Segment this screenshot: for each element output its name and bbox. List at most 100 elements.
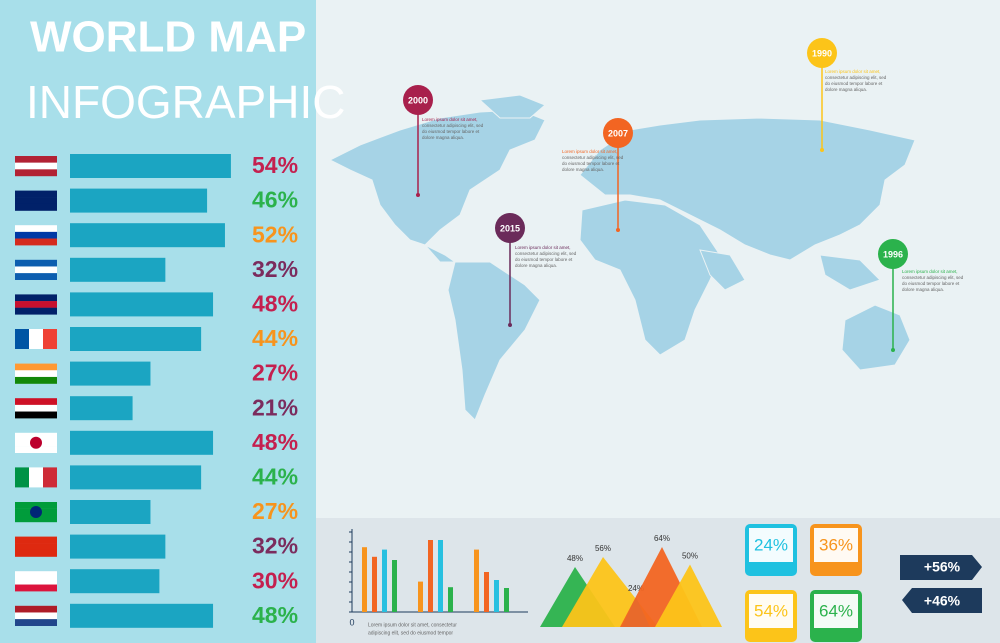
value-label: 48% [252,290,298,316]
pin-text: do eiusmod tempor labore et [515,257,573,262]
pin-text: do eiusmod tempor labore et [422,129,480,134]
flag-stripe [15,502,57,509]
arrow [900,555,982,580]
bar [70,569,160,594]
column [438,540,443,612]
flag-stripe [15,197,57,205]
value-label: 54% [252,152,298,178]
pin-text: Lorem ipsum dolor sit amet, [422,117,478,122]
tile-label: 24% [754,535,788,554]
title: WORLD MAP [30,13,306,62]
bar [70,500,151,524]
flag-stripe [15,238,57,246]
value-label: 32% [252,256,298,282]
flag-stripe [15,156,57,163]
flag-stripe [15,273,57,280]
value-label: 56% [595,544,611,553]
flag-stripe [15,231,57,239]
bar [70,188,208,213]
value-label: 44% [252,325,298,351]
pin-head [807,38,837,68]
flag-stripe [15,266,57,274]
pin-head [603,118,633,148]
flag-stripe [15,301,57,308]
column [382,549,387,612]
value-label: 50% [682,552,698,561]
bar [70,154,231,178]
flag-stripe [15,376,57,384]
flag-stripe [15,571,57,579]
bar [70,534,166,559]
value-label: 48% [252,429,298,455]
pin-text: consectetur adipiscing elit, sed [422,123,484,128]
flag-stripe [15,294,57,302]
pin-dot [416,193,420,197]
column [372,556,377,612]
pin-head [878,239,908,269]
flag-stripe [15,370,57,378]
pin-text: consectetur adipiscing elit, sed [515,251,577,256]
pin-year: 2000 [408,95,428,105]
flag-stripe [15,404,57,412]
pin-text: Lorem ipsum dolor sit amet, [515,245,571,250]
column [418,581,423,612]
value-label: 44% [252,463,298,489]
flag-stripe [15,432,57,440]
flag-stripe [15,515,57,523]
triangle [655,564,722,627]
flag-stripe [43,329,57,349]
column [362,547,367,612]
column [448,587,453,612]
flag-stripe [15,307,57,315]
flag-stripe [15,203,57,211]
world-map [328,94,916,421]
flag-stripe [15,190,57,198]
column [474,549,479,612]
flag-stripe [15,446,57,453]
flag-stripe [29,467,43,488]
tile-label: 54% [754,601,788,620]
flag-stripe [15,543,57,551]
flag-stripe [15,169,57,177]
pin-dot [820,148,824,152]
tile-inner [814,528,858,562]
value-label: 52% [252,221,298,247]
flag-stripe [15,398,57,406]
caption: Lorem ipsum dolor sit amet, consectetur [368,622,457,628]
column [494,580,499,612]
bar [70,465,202,490]
pin-text: dolore magna aliqua. [515,263,557,268]
pin-text: dolore magna aliqua. [422,135,464,140]
arrow-label: +46% [924,593,961,609]
y-tick-label: 0 [349,617,354,627]
flag-stripe [43,467,57,488]
column [484,572,489,612]
value-label: 46% [252,187,298,213]
flag-stripe [15,225,57,233]
flag-stripe [15,577,57,585]
flag-stripe [15,612,57,620]
bar [70,430,214,455]
column [392,560,397,612]
flag-stripe [15,605,57,613]
pin-text: do eiusmod tempor labore et [825,81,883,86]
bar [70,292,214,317]
arrow-label: +56% [924,559,961,575]
pin-text: Lorem ipsum dolor sit amet, [902,269,958,274]
pin-year: 1990 [812,48,832,58]
pin-text: consectetur adipiscing elit, sed [562,155,624,160]
flag-stripe [29,329,43,349]
value-label: 24% [628,584,644,593]
arrow [902,588,982,613]
column [504,588,509,612]
value-label: 48% [252,602,298,628]
bar [70,223,225,248]
caption: adipiscing elit, sed do eiusmod tempor [368,630,453,636]
pin-head [403,85,433,115]
value-label: 30% [252,567,298,593]
tile-inner [814,594,858,628]
flag-stripe [15,536,57,544]
bar [70,396,133,421]
flag-stripe [15,162,57,170]
